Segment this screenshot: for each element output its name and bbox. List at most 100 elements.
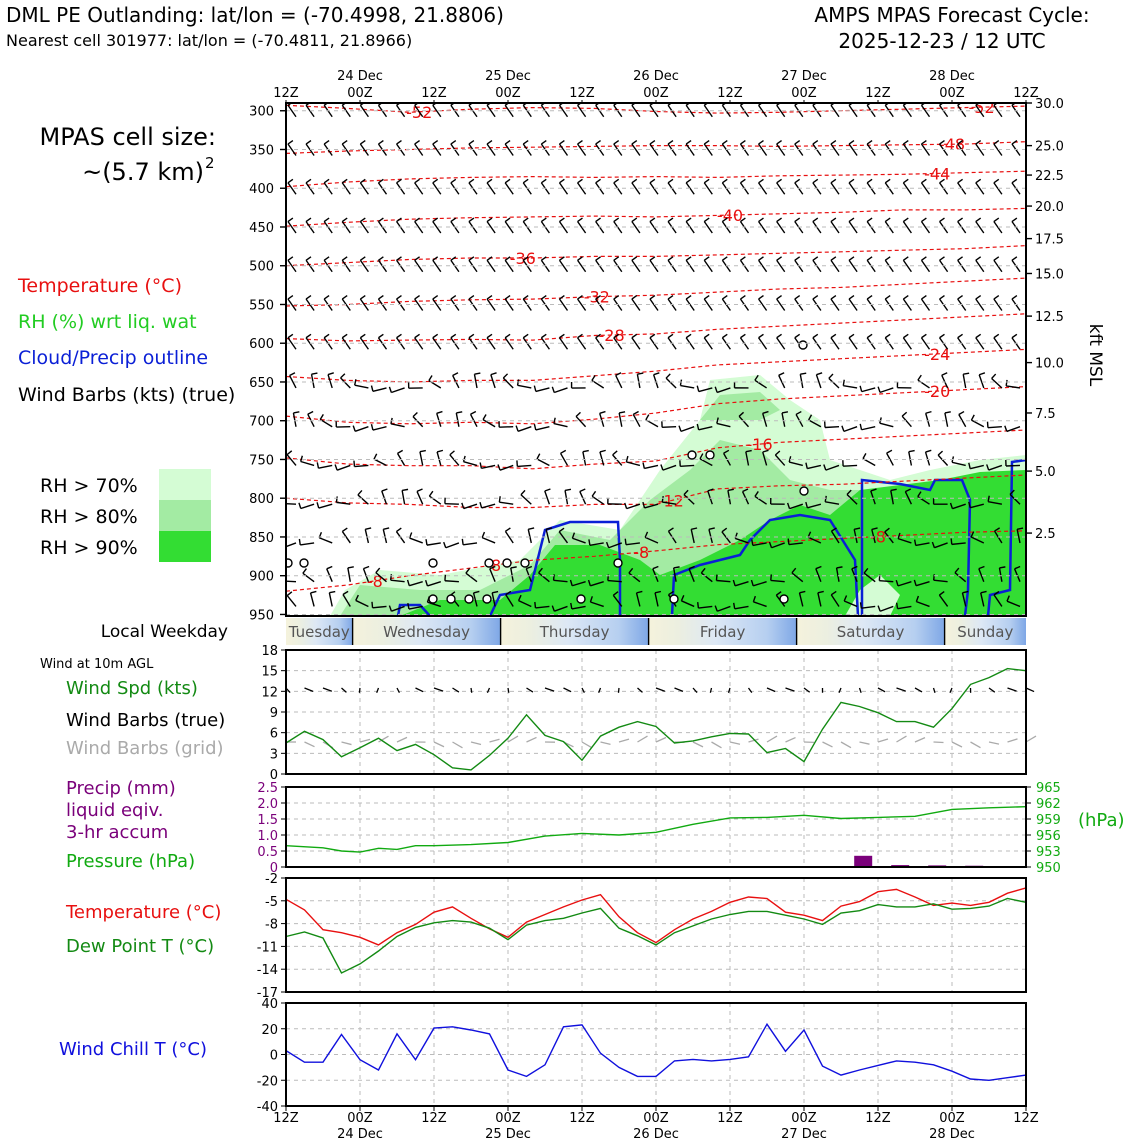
- wind-barb-staff: [665, 377, 677, 389]
- wind-barb-staff: [830, 104, 840, 118]
- wind-barb-flag: [1004, 425, 1008, 432]
- wind-barb-flag: [436, 410, 443, 415]
- wind-barb-grid: [452, 741, 463, 749]
- wind-barb-flag: [553, 417, 556, 424]
- wind-barb-staff: [902, 337, 912, 350]
- wind-barb-flag: [668, 527, 674, 532]
- wind-barb-flag: [902, 294, 909, 300]
- wind-barb-staff: [504, 182, 514, 195]
- calm-wind-circle: [428, 558, 438, 568]
- wind-barb-staff: [861, 605, 876, 609]
- wind-barb-true: [433, 687, 444, 692]
- wind-barb-flag: [754, 374, 759, 381]
- wind-barb-flag: [414, 178, 420, 184]
- wind-barb-true: [452, 687, 460, 693]
- wind-barb-flag: [595, 333, 601, 339]
- wind-barb-flag: [770, 574, 773, 581]
- precip-pressure-panel: Precip (mm) liquid eqiv. 3-hr accum Pres…: [66, 778, 1125, 876]
- wind-barb-flag: [631, 294, 638, 300]
- wind-barb-flag: [786, 502, 791, 509]
- bottom-date-label: 27 Dec: [781, 1127, 827, 1140]
- wind-barb-staff: [287, 104, 297, 118]
- rh-label-70: RH > 70%: [40, 475, 138, 497]
- kft-msl-axis-label: kft MSL: [1085, 324, 1105, 387]
- wind-barb-staff: [975, 259, 985, 273]
- wind-barb-staff: [359, 104, 369, 118]
- wind-barb-staff: [558, 104, 569, 118]
- wind-barb-flag: [591, 375, 596, 381]
- wind-barb-true: [358, 687, 361, 693]
- bottom-hour-tick-label: 00Z: [495, 1111, 521, 1126]
- wind-barb-flag: [700, 567, 706, 574]
- precip-label-line3: 3-hr accum: [66, 822, 168, 843]
- wind-barb-staff: [341, 298, 351, 311]
- wind-barb-flag: [794, 178, 801, 184]
- wind-barb-grid: [507, 735, 519, 743]
- wind-barb-staff: [489, 568, 496, 582]
- wind-barb-flag: [808, 414, 813, 421]
- wind-barb-true: [544, 687, 555, 692]
- wind-barb-flag: [504, 333, 511, 339]
- top-hour-tick-label: 12Z: [865, 86, 891, 101]
- wind-barb-flag: [937, 450, 944, 456]
- wind-barb-true: [838, 687, 842, 693]
- wind-barb-staff: [649, 298, 659, 311]
- wind-barb-flag: [958, 410, 965, 416]
- wind-barb-flag: [540, 294, 547, 300]
- wind-barb-flag: [708, 527, 715, 531]
- wind-barb-flag: [921, 178, 927, 184]
- wind-barb-staff: [703, 259, 713, 273]
- bottom-date-label: 26 Dec: [633, 1127, 679, 1140]
- wind-barb-flag: [1014, 565, 1021, 570]
- wind-barb-grid: [618, 738, 630, 743]
- wind-barb-staff: [286, 542, 297, 548]
- wind-barb-staff: [757, 221, 768, 234]
- wind-barb-flag: [902, 217, 909, 223]
- temperature-contour: [286, 277, 1026, 307]
- wind-barb-flag: [619, 411, 626, 414]
- wind-barb-flag: [636, 590, 643, 594]
- wind-barb-flag: [721, 256, 728, 261]
- wind-barb-staff: [300, 503, 315, 510]
- rh-shading-region: [700, 392, 780, 420]
- wind-barb-staff: [649, 182, 659, 195]
- wind-barb-flag: [993, 217, 1000, 223]
- wind-barb-staff: [815, 568, 822, 582]
- wind-barb-flag: [691, 527, 698, 530]
- wind-barb-staff: [449, 454, 460, 466]
- wind-barb-flag: [528, 527, 535, 530]
- wind-barb-flag: [490, 372, 497, 376]
- wind-barb-true: [709, 687, 713, 693]
- wind-barb-staff: [481, 503, 496, 509]
- wind-barb-staff: [473, 374, 478, 389]
- wind-barb-flag: [877, 605, 881, 612]
- wind-barb-staff: [735, 537, 749, 544]
- wind-barb-staff: [575, 415, 587, 428]
- wind-barb-staff: [902, 298, 912, 311]
- precip-bar: [854, 855, 873, 867]
- wind-barb-flag: [406, 579, 410, 586]
- wind-barb-flag: [660, 464, 664, 471]
- wind-barb-staff: [401, 490, 406, 505]
- calm-wind-circle: [576, 594, 586, 604]
- wind-barb-staff: [848, 182, 858, 195]
- wind-barb-grid: [1007, 738, 1018, 743]
- wind-barb-flag: [824, 495, 827, 502]
- wind-barb-staff: [327, 374, 333, 389]
- wind-barb-staff: [717, 605, 731, 612]
- wind-barb-flag: [668, 590, 674, 596]
- wind-barb-flag: [474, 372, 481, 375]
- top-hour-tick-label: 00Z: [643, 86, 669, 101]
- wind-barb-flag: [625, 455, 629, 463]
- wind-barb-true: [617, 687, 620, 693]
- wind-barb-flag: [696, 602, 700, 609]
- wind-barb-flag: [843, 595, 848, 602]
- wind-barb-staff: [703, 337, 713, 350]
- wind-barb-staff: [336, 501, 351, 505]
- wind-barb-staff: [510, 567, 514, 582]
- wind-barb-staff: [287, 298, 297, 311]
- wind-barb-staff: [359, 337, 369, 350]
- wind-barb-flag: [944, 411, 951, 414]
- wind-barb-staff: [342, 594, 351, 607]
- wind-barb-flag: [673, 566, 680, 569]
